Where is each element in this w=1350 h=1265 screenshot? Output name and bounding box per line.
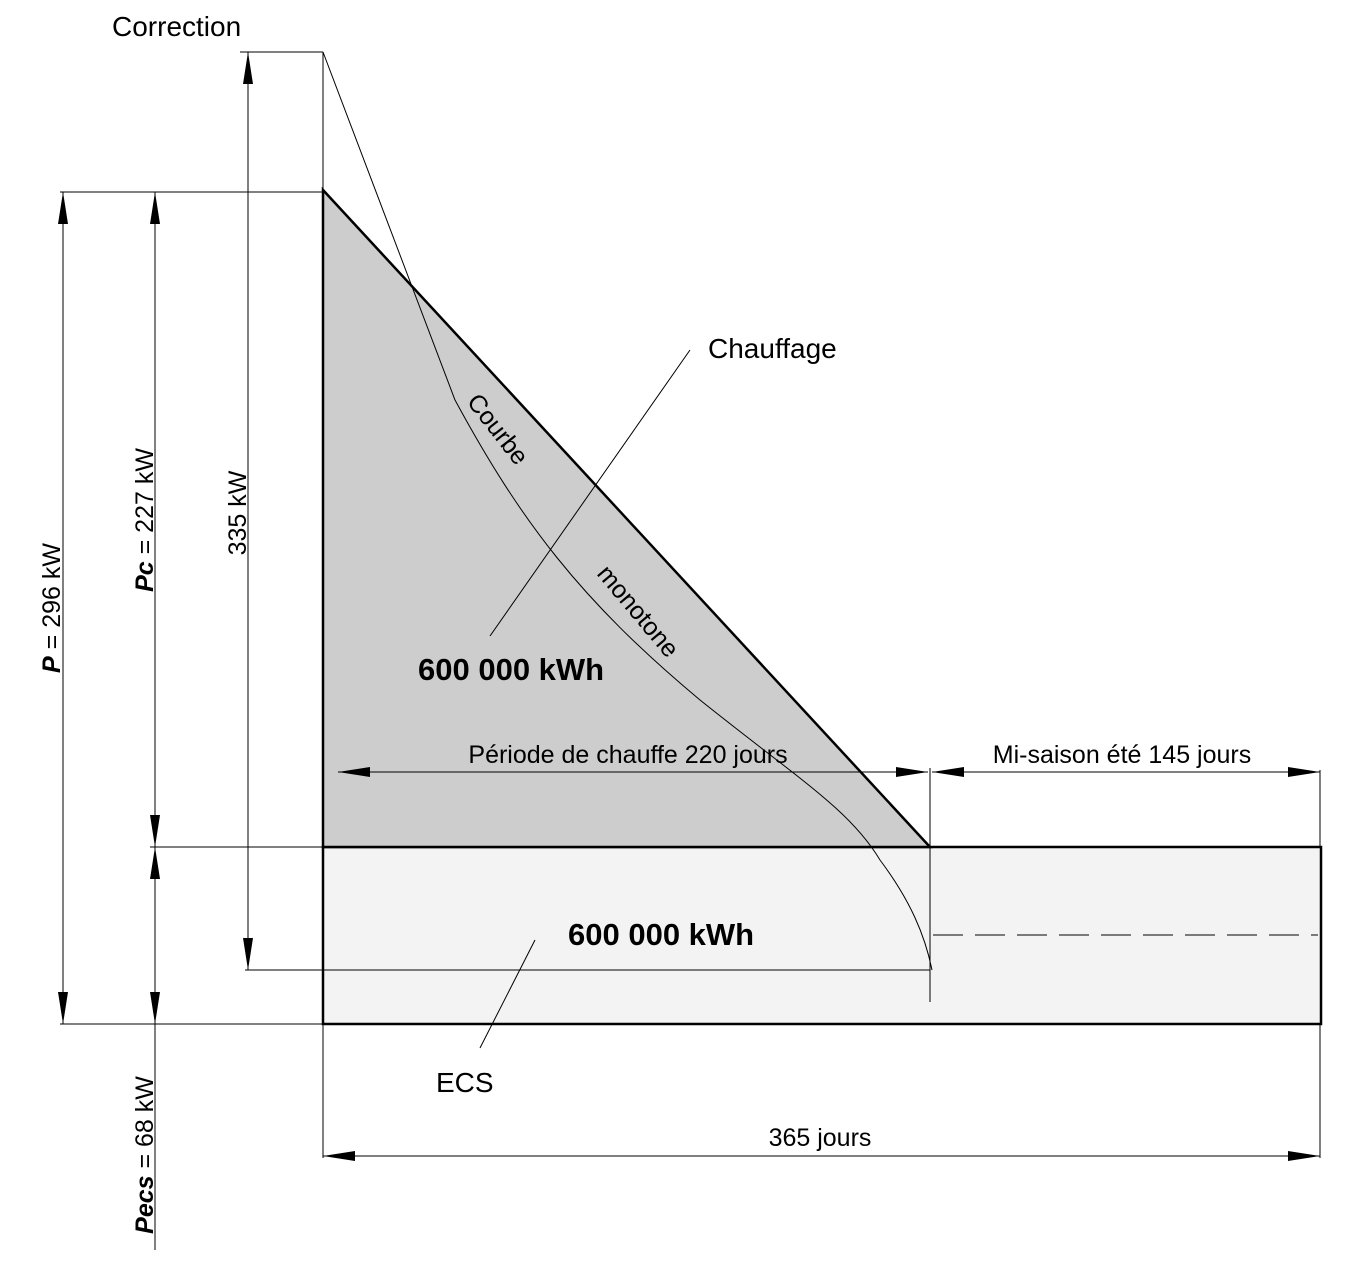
ecs-energy-label: 600 000 kWh (568, 917, 754, 952)
pc-label: Pc = 227 kW (131, 448, 159, 592)
heating-period-label: Période de chauffe 220 jours (468, 741, 787, 769)
ecs-label: ECS (436, 1067, 494, 1098)
summer-period-label: Mi-saison été 145 jours (993, 741, 1251, 769)
vertical-dimensions (58, 52, 253, 1250)
chauffage-label: Chauffage (708, 333, 837, 364)
correction-value-label: 335 kW (224, 470, 252, 555)
ecs-leader (479, 939, 536, 1049)
pecs-label: Pecs = 68 kW (131, 1076, 159, 1234)
horizontal-dimensions (323, 767, 1320, 1161)
extension-lines (60, 51, 1321, 1158)
heating-triangle (321, 186, 933, 849)
year-label: 365 jours (769, 1124, 872, 1152)
chauffage-leader (489, 349, 691, 637)
heating-energy-label: 600 000 kWh (418, 652, 604, 687)
monotone-curve (322, 51, 933, 971)
p-label: P = 296 kW (38, 543, 66, 673)
correction-label: Correction (112, 11, 241, 42)
